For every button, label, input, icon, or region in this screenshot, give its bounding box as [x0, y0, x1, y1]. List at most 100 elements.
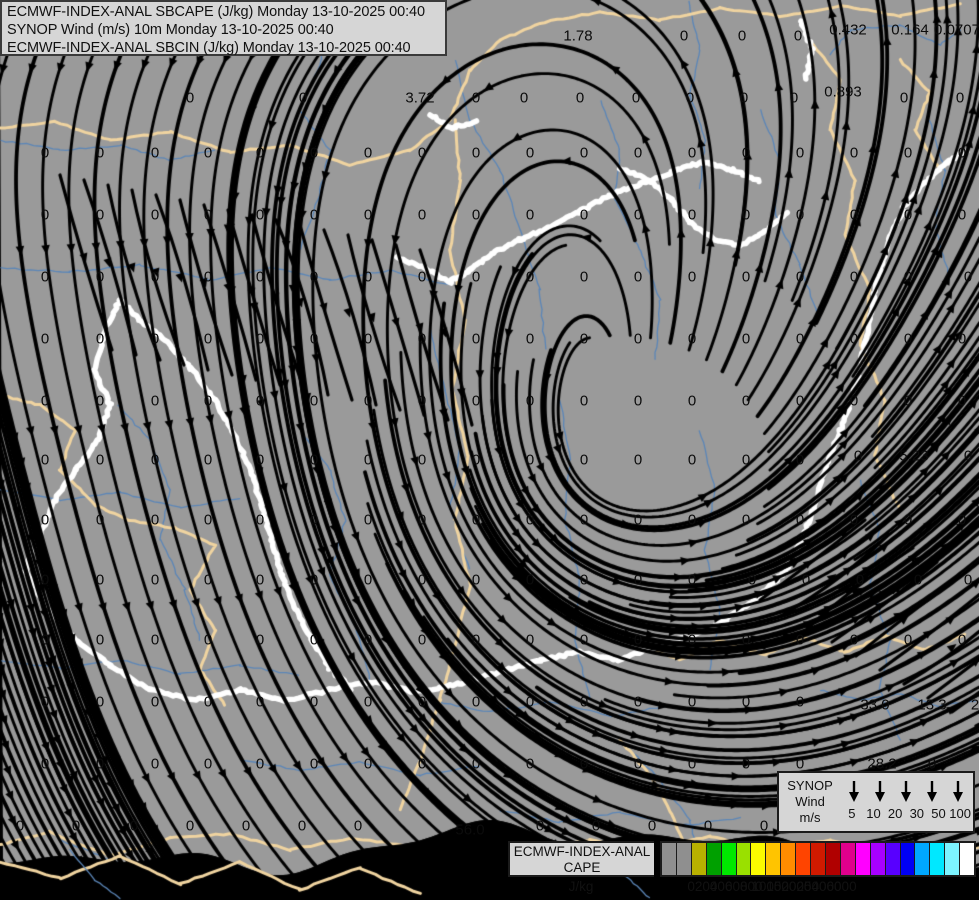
- cape-swatch-11: [825, 843, 841, 875]
- cin-value-label: 0: [903, 392, 913, 410]
- cin-value-label: 0: [633, 144, 643, 162]
- cin-value-label: 0: [363, 392, 373, 410]
- cin-value-label: 0: [297, 817, 307, 835]
- cin-value-label: 0: [579, 631, 589, 649]
- cin-value-label: 0: [849, 144, 859, 162]
- cape-swatch-16: [900, 843, 916, 875]
- cin-value-label: 0: [363, 755, 373, 773]
- cin-value-label: 0: [957, 511, 967, 529]
- wind-barb-icon-50: [945, 780, 971, 802]
- wind-barb-icon-100: [971, 780, 979, 802]
- cin-value-label: 0: [579, 392, 589, 410]
- cin-value-label: 0: [363, 451, 373, 469]
- cin-value-label: 0: [417, 511, 427, 529]
- cin-value-label: 0: [849, 206, 859, 224]
- cin-value-label: 0: [795, 330, 805, 348]
- cin-value-label: 0: [150, 392, 160, 410]
- cin-value-label: 0: [633, 693, 643, 711]
- cin-value-label: 0: [963, 571, 973, 589]
- cin-value-label: 0: [309, 693, 319, 711]
- cin-value-label: 0: [703, 817, 713, 835]
- cape-swatch-4: [721, 843, 737, 875]
- cin-value-label: 0: [903, 330, 913, 348]
- cin-value-label: 28.2: [867, 755, 897, 773]
- wind-barb-icon-30: [919, 780, 945, 802]
- cin-value-label: 0: [849, 392, 859, 410]
- cin-value-label: 0: [309, 392, 319, 410]
- cin-value-label: 0: [579, 755, 589, 773]
- cape-tick-1000: 1000: [751, 879, 782, 894]
- cin-value-label: 0: [633, 206, 643, 224]
- cin-value-label: 0: [741, 392, 751, 410]
- cin-value-label: 0: [957, 330, 967, 348]
- cin-value-label: 0: [633, 268, 643, 286]
- cin-value-label: 0: [525, 144, 535, 162]
- cin-value-label: 0: [525, 755, 535, 773]
- cin-value-label: 0: [363, 693, 373, 711]
- cin-value-label: 0: [927, 755, 937, 773]
- cin-value-label: 0: [417, 268, 427, 286]
- cin-value-label: 0: [203, 451, 213, 469]
- cin-value-label: 0: [353, 817, 363, 835]
- cin-value-label: 0: [363, 631, 373, 649]
- cin-value-label: 0: [795, 631, 805, 649]
- cape-tick-4000: 4000: [811, 879, 842, 894]
- cape-colorbar-swatches[interactable]: [660, 841, 976, 877]
- cin-value-label: 0: [633, 511, 643, 529]
- cin-value-label: 0: [579, 693, 589, 711]
- cin-value-label: 0: [417, 693, 427, 711]
- cape-swatch-15: [885, 843, 901, 875]
- cape-swatch-5: [736, 843, 752, 875]
- cin-value-label: 0: [309, 511, 319, 529]
- cin-value-label: 2: [970, 696, 979, 714]
- cin-value-label: 0: [150, 511, 160, 529]
- cin-value-label: 0: [129, 817, 139, 835]
- cin-value-label: 0: [95, 571, 105, 589]
- cape-legend-unit: J/kg: [568, 879, 594, 894]
- wind-speed-label-20: 20: [887, 806, 903, 821]
- cin-value-label: 0: [363, 206, 373, 224]
- cin-value-label: 0: [687, 571, 697, 589]
- cape-swatch-13: [855, 843, 871, 875]
- cape-swatch-1: [676, 843, 692, 875]
- cape-colorbar-ticks: 0 200 400 600 800 1000 1500 2000 2500 4000 6000: [660, 877, 979, 896]
- cin-value-label: 0: [737, 27, 747, 45]
- wind-barb-icon-20: [893, 780, 919, 802]
- cin-value-label: 0: [795, 392, 805, 410]
- cin-value-label: 0: [417, 571, 427, 589]
- cape-tick-600: 600: [724, 879, 748, 894]
- cin-value-label: 0: [687, 268, 697, 286]
- cin-value-label: 0: [679, 27, 689, 45]
- cape-swatch-0: [662, 843, 677, 875]
- cin-value-label: 0: [309, 631, 319, 649]
- cin-value-label: 0: [903, 631, 913, 649]
- cin-value-label: 0: [150, 144, 160, 162]
- cin-value-label: 0: [298, 89, 308, 107]
- cape-swatch-7: [766, 843, 782, 875]
- cin-value-label: 0: [579, 206, 589, 224]
- synop-wind-legend: SYNOP Wind m/s 5 10 20 30 50 100: [777, 771, 975, 833]
- cin-value-label: 0: [255, 693, 265, 711]
- cin-value-label: 0: [903, 511, 913, 529]
- cin-value-label: 0: [525, 268, 535, 286]
- cin-value-label: 0: [687, 206, 697, 224]
- cin-value-label: 0: [849, 330, 859, 348]
- cin-value-label: 0: [687, 330, 697, 348]
- cape-swatch-17: [915, 843, 931, 875]
- cin-value-label: 0: [957, 392, 967, 410]
- cin-value-label: 0: [793, 27, 803, 45]
- cin-value-label: 0: [525, 330, 535, 348]
- cin-value-label: 0: [150, 206, 160, 224]
- cin-value-label: 0: [150, 330, 160, 348]
- cin-value-label: 0: [471, 268, 481, 286]
- cape-tick-1500: 1500: [766, 879, 797, 894]
- cin-value-label: 0: [150, 693, 160, 711]
- cin-value-label: 0: [255, 268, 265, 286]
- cape-swatch-18: [930, 843, 946, 875]
- cin-value-label: 0: [203, 571, 213, 589]
- synop-legend-line2: Wind: [795, 794, 825, 809]
- cin-value-label: 0: [150, 571, 160, 589]
